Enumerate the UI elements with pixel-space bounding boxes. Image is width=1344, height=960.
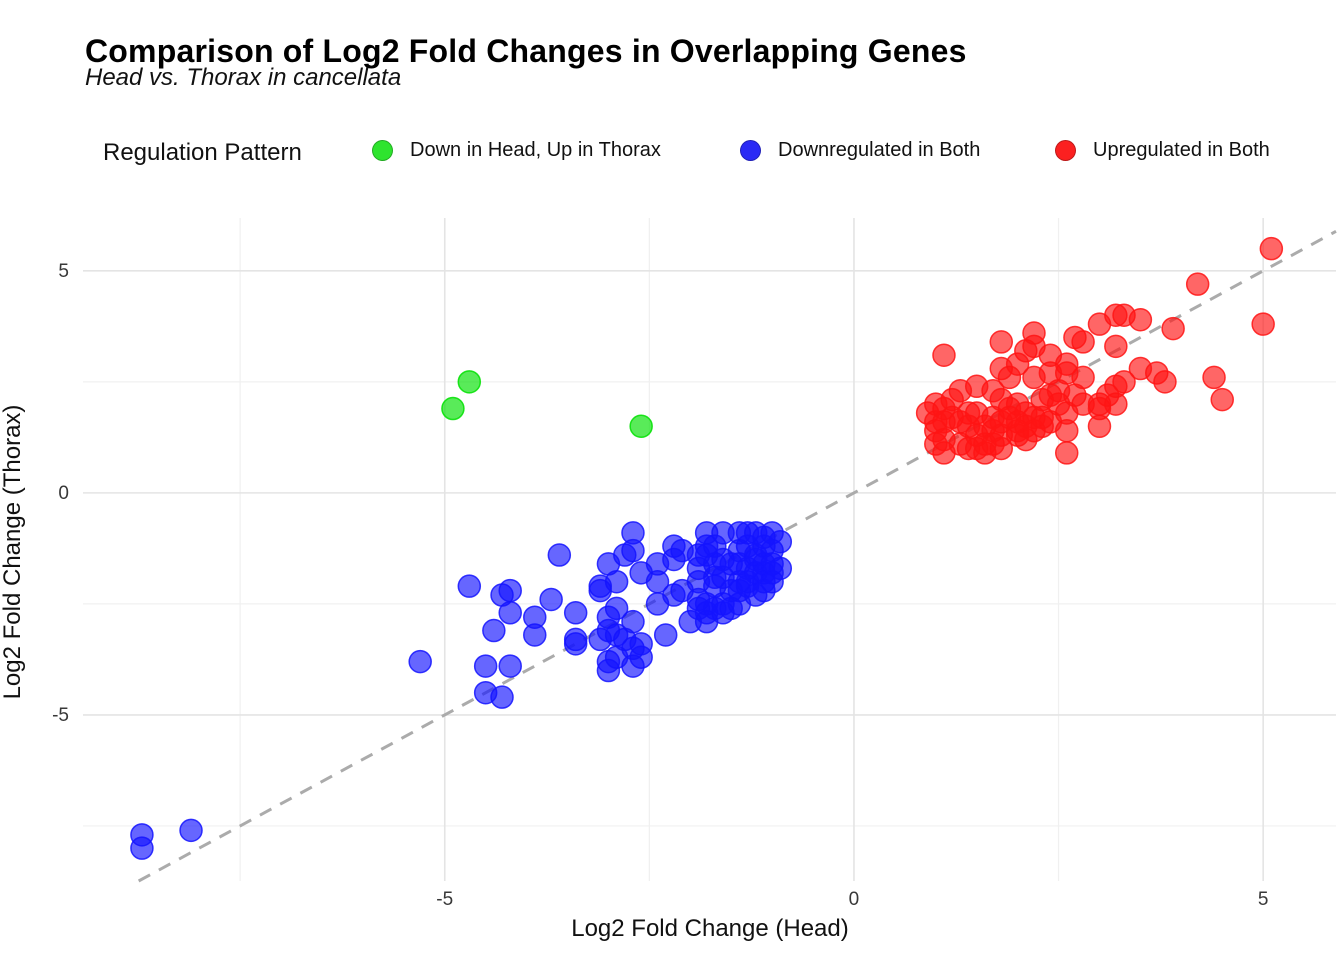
data-point bbox=[1251, 312, 1275, 336]
legend-title: Regulation Pattern bbox=[103, 139, 302, 166]
data-point bbox=[1210, 387, 1234, 412]
data-point bbox=[482, 618, 506, 643]
data-point bbox=[498, 654, 522, 678]
data-point bbox=[768, 556, 793, 581]
data-point bbox=[1161, 316, 1185, 341]
data-point bbox=[498, 601, 522, 625]
x-tick-label: 5 bbox=[1258, 889, 1269, 910]
legend-item-downregulated-both: Downregulated in Both bbox=[740, 139, 980, 162]
data-point bbox=[629, 414, 653, 439]
data-point bbox=[604, 569, 629, 594]
data-point bbox=[179, 818, 203, 843]
data-point bbox=[1054, 352, 1079, 376]
data-point bbox=[1202, 365, 1226, 390]
page-title: Comparison of Log2 Fold Changes in Overl… bbox=[85, 33, 967, 70]
legend-item-label: Down in Head, Up in Thorax bbox=[410, 139, 661, 161]
data-point bbox=[1104, 334, 1128, 359]
data-point bbox=[539, 587, 563, 612]
data-point bbox=[629, 645, 653, 669]
legend-item-label: Downregulated in Both bbox=[778, 139, 981, 161]
data-point bbox=[1071, 330, 1095, 354]
data-point bbox=[473, 654, 498, 678]
legend-item-down-head-up-thorax: Down in Head, Up in Thorax bbox=[372, 139, 661, 162]
chart-subtitle: Head vs. Thorax in cancellata bbox=[85, 64, 402, 91]
data-point bbox=[1054, 441, 1079, 465]
data-point bbox=[457, 574, 482, 598]
y-tick-label: -5 bbox=[52, 705, 69, 726]
data-point bbox=[441, 396, 465, 421]
y-tick-label: 5 bbox=[58, 261, 69, 282]
x-tick-label: -5 bbox=[436, 889, 453, 910]
data-point bbox=[130, 836, 154, 860]
data-point bbox=[563, 632, 588, 656]
data-point bbox=[1128, 307, 1153, 332]
data-point bbox=[547, 543, 572, 567]
data-point bbox=[989, 330, 1014, 354]
y-tick-label: 0 bbox=[58, 483, 69, 504]
data-point bbox=[457, 370, 482, 394]
data-point bbox=[498, 578, 522, 603]
data-point bbox=[768, 529, 793, 554]
data-point bbox=[563, 601, 588, 625]
data-point bbox=[1153, 370, 1177, 394]
x-axis-title: Log2 Fold Change (Head) bbox=[571, 915, 849, 942]
blue-dot-icon bbox=[740, 140, 761, 161]
identity-line bbox=[137, 230, 1337, 883]
data-point bbox=[1259, 236, 1284, 261]
data-point bbox=[653, 623, 678, 647]
data-point bbox=[932, 343, 956, 367]
data-point bbox=[523, 623, 547, 647]
x-tick-label: 0 bbox=[849, 889, 860, 910]
data-point bbox=[1022, 321, 1046, 345]
data-point bbox=[621, 609, 645, 634]
data-point bbox=[604, 596, 629, 621]
data-point bbox=[490, 685, 514, 709]
data-point bbox=[1112, 370, 1136, 394]
green-dot-icon bbox=[372, 140, 393, 161]
legend-item-upregulated-both: Upregulated in Both bbox=[1055, 139, 1270, 162]
legend-item-label: Upregulated in Both bbox=[1093, 139, 1270, 161]
y-axis-title: Log2 Fold Change (Thorax) bbox=[0, 404, 26, 700]
data-point bbox=[1071, 365, 1095, 390]
red-dot-icon bbox=[1055, 140, 1076, 161]
data-point bbox=[621, 538, 645, 563]
data-point bbox=[408, 649, 432, 674]
data-point bbox=[1185, 272, 1210, 296]
